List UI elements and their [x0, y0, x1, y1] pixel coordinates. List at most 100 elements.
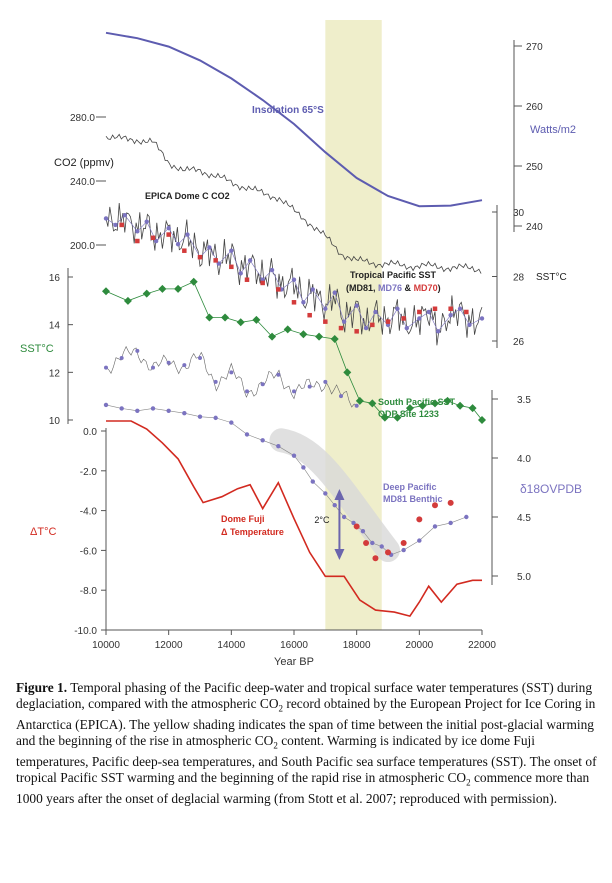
d18o-tick-label: 3.5 — [517, 395, 531, 406]
insolation-tick-label: 270 — [526, 42, 543, 53]
south-pacific-point — [268, 332, 277, 341]
md81-point — [404, 325, 409, 331]
annotations: Insolation 65°S EPICA Dome C CO2 Tropical … — [145, 105, 456, 560]
benthic-point — [182, 410, 187, 416]
south-pacific-point — [315, 332, 324, 341]
benthic-point — [301, 465, 306, 470]
md81-point — [103, 216, 109, 221]
x-axis-title: Year BP — [274, 656, 314, 668]
md81-point — [467, 322, 472, 328]
dome-fuji-line — [106, 420, 482, 618]
md81-point — [238, 271, 243, 276]
x-tick-label: 20000 — [405, 640, 433, 651]
sst-lower-point — [135, 348, 140, 353]
md76-point — [276, 287, 281, 292]
d18o-tick-label: 4.0 — [517, 454, 531, 465]
benthic-point — [417, 538, 422, 543]
tropical-tick-label: 28 — [513, 273, 525, 284]
md76-point — [401, 316, 406, 321]
md76-point — [197, 254, 203, 260]
benthic-point — [341, 514, 347, 520]
caption-label: Figure 1. — [16, 680, 68, 695]
benthic-point — [103, 402, 109, 408]
deep-pacific-site: MD81 Benthic — [383, 494, 443, 504]
co2-axis-title: CO2 (ppmv) — [54, 157, 114, 169]
md81-point — [175, 242, 181, 247]
south-pacific-point — [393, 413, 402, 422]
md81-point — [417, 316, 422, 321]
d18o-axis-title: δ18OVPDB — [520, 482, 582, 496]
sst-lower-point — [245, 389, 249, 394]
south-pacific-point — [330, 334, 339, 343]
md81-point — [457, 306, 463, 311]
md81-point — [301, 300, 306, 305]
arrow-head-down — [334, 549, 345, 560]
co2-tick-label: 200.0 — [70, 241, 95, 252]
md76-point — [213, 258, 218, 263]
md81-point — [426, 309, 431, 315]
md76-point — [244, 277, 250, 282]
md81-point — [207, 245, 212, 250]
md76-point — [229, 264, 234, 270]
x-tick-label: 16000 — [280, 640, 308, 651]
deep-pacific-label: Deep Pacific — [383, 482, 437, 492]
right-axes: 240 250 260 270 Watts/m2 26 28 30 SST°C 3.5 4.0 4.5… — [491, 40, 582, 585]
south-pacific-point — [431, 399, 439, 408]
md81-point — [310, 287, 315, 292]
tropical-axis-title: SST°C — [536, 272, 567, 283]
sst-lower-line — [105, 345, 357, 408]
sst-lower-point — [119, 356, 124, 361]
md81-point — [166, 225, 171, 231]
benthic-red-point — [385, 549, 391, 556]
md76-point — [260, 280, 265, 286]
south-pacific-point — [174, 284, 183, 293]
dt-tick-label: -4.0 — [80, 507, 98, 518]
md81-point — [363, 325, 369, 331]
md76-point — [150, 235, 156, 241]
south-pacific-point — [123, 296, 132, 305]
md81-point — [323, 306, 328, 311]
benthic-point — [448, 520, 453, 526]
co2-tick-label: 280.0 — [70, 113, 95, 124]
south-pacific-point — [456, 401, 465, 410]
md76-point — [323, 319, 328, 324]
md76-point — [432, 306, 438, 311]
south-pacific-point — [405, 404, 414, 413]
md76-point — [448, 306, 453, 311]
benthic-point — [432, 524, 438, 529]
south-pacific-point — [205, 313, 214, 322]
md81-point — [435, 329, 441, 334]
sst-lower-point — [166, 360, 171, 365]
md76-point — [385, 319, 391, 324]
benthic-point — [244, 432, 250, 437]
tropical-tick-label: 30 — [513, 208, 525, 219]
tropical-sources: (MD81, MD76 & MD70) — [346, 283, 441, 293]
md76-point — [354, 329, 359, 334]
south-pacific-point — [283, 325, 292, 334]
co2-line — [105, 133, 482, 274]
south-pacific-point — [468, 404, 477, 413]
md81-point — [291, 277, 297, 282]
sst-lower-point — [323, 379, 328, 384]
benthic-point — [360, 528, 366, 534]
south-pacific-point — [142, 289, 151, 298]
md81-point — [185, 232, 190, 237]
south-pacific-point — [380, 413, 389, 422]
south-pacific-point — [355, 396, 364, 405]
insolation-tick-label: 240 — [526, 222, 543, 233]
sst-lower-point — [104, 365, 108, 370]
md81-point — [395, 306, 400, 311]
caption-text-1: Temporal phasing of the Pacific deep-wat… — [16, 680, 593, 711]
insolation-tick-label: 260 — [526, 102, 543, 113]
south-pacific-point — [221, 313, 230, 322]
sst-axis-title: SST°C — [20, 343, 54, 355]
sst-lower-point — [260, 382, 265, 387]
south-pacific-point — [443, 396, 452, 405]
benthic-point — [213, 415, 218, 421]
benthic-point — [310, 479, 315, 484]
benthic-red-point — [363, 539, 370, 546]
md81-point — [373, 309, 378, 315]
x-tick-label: 10000 — [92, 640, 120, 651]
md81-point — [135, 229, 140, 234]
md81-point — [113, 222, 118, 228]
